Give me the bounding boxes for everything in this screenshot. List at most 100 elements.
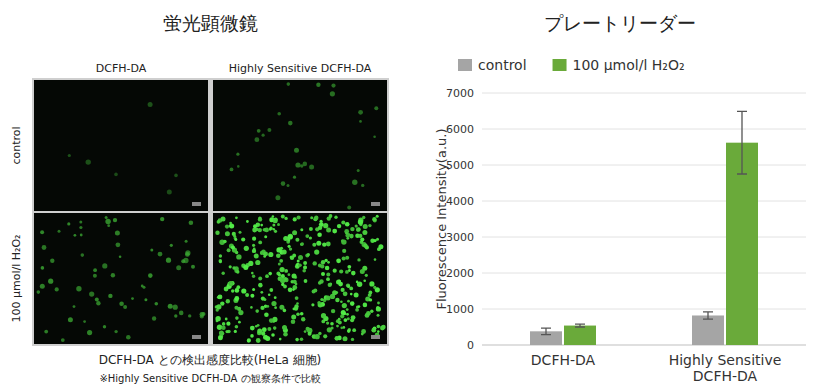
cell [315,334,320,339]
category-line: DCFH-DA [693,368,758,384]
cell [280,267,285,272]
cell [288,273,291,276]
cell [107,224,110,227]
cell [257,329,262,334]
cell [174,314,177,317]
tick-label: 7000 [446,87,474,100]
cell [340,301,343,304]
cell [288,234,293,239]
cell [334,216,337,219]
cell [368,224,371,227]
cell [245,293,249,297]
cell [281,214,285,218]
cell [373,286,376,289]
cell [262,327,267,332]
cell [306,327,310,331]
cell [288,245,291,248]
cell [79,226,82,229]
cell [93,268,97,272]
cell [350,227,354,231]
cell [223,240,227,244]
cell [335,336,340,341]
cell [280,247,283,250]
error-bar [575,324,585,327]
cell [328,283,332,287]
cell [114,173,118,177]
cell [148,273,153,278]
cell [166,258,171,263]
cell [235,316,239,320]
cell [279,338,282,341]
cell [234,330,237,333]
grid-line [482,93,806,94]
cell [293,308,296,311]
cell [170,244,173,247]
cell [86,159,91,164]
cell [369,281,374,286]
cell [378,244,383,249]
cell [89,292,94,297]
cell [252,237,256,241]
cell [361,329,366,334]
cell [179,311,184,316]
cell [316,241,321,246]
cell [343,291,348,296]
grid-line [482,129,806,130]
cell [321,272,325,276]
cell [346,313,349,316]
cell [348,269,351,272]
cell [268,252,273,257]
error-bar [703,312,713,319]
cell [376,215,379,218]
cell [318,226,322,230]
cell [300,312,304,316]
cell [81,253,85,257]
cell [79,221,82,224]
cell [346,237,349,240]
axis-title: Fluorescence Intensity(a.u.) [434,129,449,310]
cell [67,222,70,225]
legend-swatch [458,59,472,71]
cell [239,231,242,234]
cell [347,329,351,333]
cell [258,241,262,245]
cell [347,300,350,303]
cell [155,302,159,306]
cell [300,242,304,246]
cell [105,216,108,219]
cell [276,272,280,276]
cell [355,308,359,312]
tick-label: 1000 [446,303,474,316]
cell [326,322,329,325]
cell [235,325,239,329]
cell [260,291,263,294]
cell [358,234,362,238]
cell [298,264,302,268]
cell [287,234,292,239]
cell [219,261,222,264]
cell [380,326,385,331]
cell [321,313,326,318]
cell [87,330,92,335]
scale-bar [192,202,201,206]
cell [283,285,287,289]
cell [358,219,363,224]
cell [282,325,287,330]
cell [343,336,348,341]
micrograph [213,80,387,211]
cell [260,224,263,227]
cell [269,228,272,231]
cell [174,174,178,178]
cell [341,239,344,242]
cell [297,260,300,263]
cell [277,112,281,116]
legend-label: 100 μmol/l H₂O₂ [573,57,685,73]
cell [218,335,223,340]
cell [318,264,322,268]
cell [255,137,260,142]
cell [200,312,205,317]
cell [55,287,59,291]
cell [336,258,341,263]
cell [349,234,354,239]
cell [229,224,234,229]
